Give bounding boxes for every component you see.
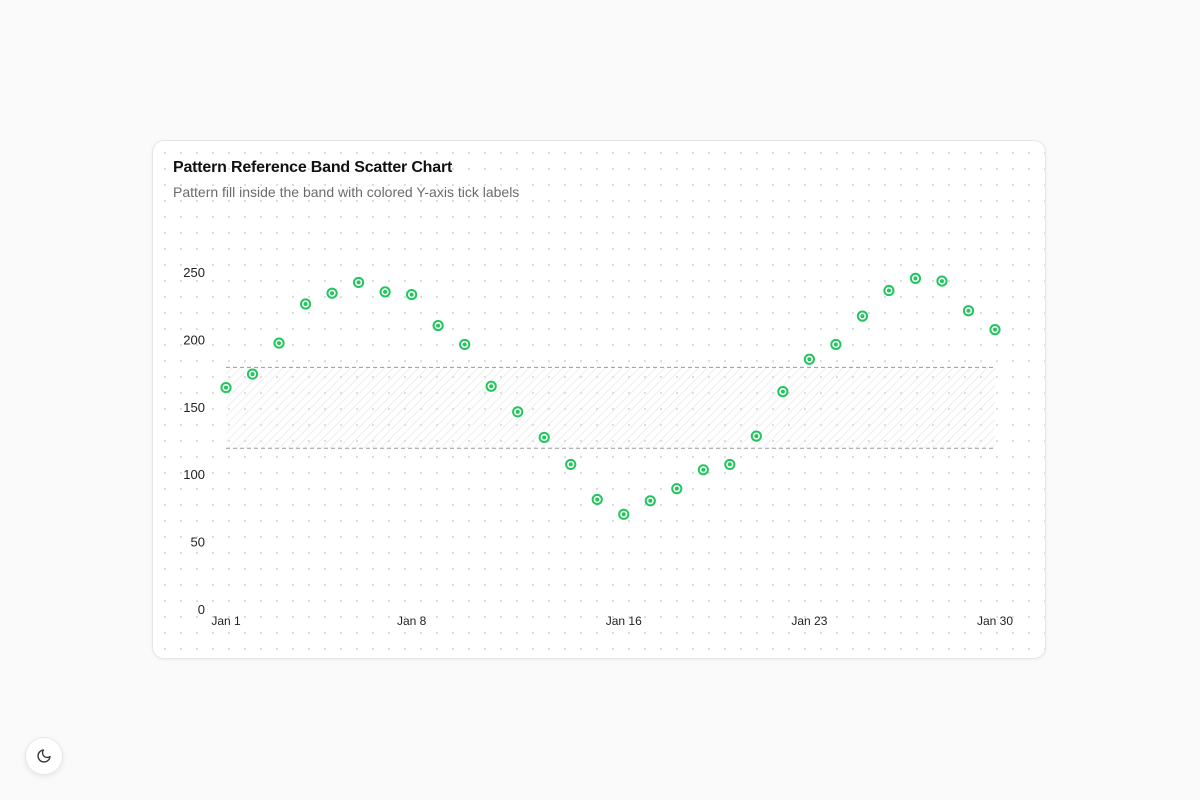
scatter-point[interactable] xyxy=(644,495,656,507)
scatter-point[interactable] xyxy=(989,324,1001,336)
scatter-point[interactable] xyxy=(299,298,312,310)
scatter-point[interactable] xyxy=(220,381,232,394)
scatter-point[interactable] xyxy=(273,337,285,349)
scatter-point[interactable] xyxy=(379,286,391,298)
y-tick-label: 0 xyxy=(198,602,205,617)
y-tick-label: 250 xyxy=(183,265,205,280)
scatter-point[interactable] xyxy=(485,380,497,392)
theme-toggle-button[interactable] xyxy=(25,737,63,775)
scatter-point[interactable] xyxy=(962,305,975,317)
scatter-point[interactable] xyxy=(856,310,869,322)
x-tick-label: Jan 23 xyxy=(791,614,827,628)
scatter-point[interactable] xyxy=(883,284,895,297)
y-tick-label: 100 xyxy=(183,467,205,482)
scatter-point[interactable] xyxy=(830,338,842,351)
scatter-point[interactable] xyxy=(803,353,815,365)
scatter-point[interactable] xyxy=(565,458,577,471)
x-tick-label: Jan 1 xyxy=(211,614,241,628)
scatter-point[interactable] xyxy=(777,386,789,398)
scatter-point[interactable] xyxy=(618,508,630,520)
scatter-point[interactable] xyxy=(352,276,365,289)
scatter-point[interactable] xyxy=(750,430,762,442)
scatter-point[interactable] xyxy=(671,483,683,495)
moon-icon xyxy=(37,749,51,763)
chart-subtitle: Pattern fill inside the band with colore… xyxy=(173,184,520,200)
scatter-point[interactable] xyxy=(459,338,471,351)
scatter-point[interactable] xyxy=(591,493,603,506)
y-tick-label: 200 xyxy=(183,332,205,347)
scatter-point[interactable] xyxy=(512,406,524,418)
y-tick-label: 150 xyxy=(183,400,205,415)
x-tick-label: Jan 8 xyxy=(397,614,427,628)
scatter-point[interactable] xyxy=(936,275,948,287)
chart-title: Pattern Reference Band Scatter Chart xyxy=(173,159,453,176)
scatter-point[interactable] xyxy=(326,287,338,299)
scatter-point[interactable] xyxy=(724,458,736,471)
chart-card: Pattern Reference Band Scatter Chart Pat… xyxy=(152,140,1046,659)
scatter-chart: 0 50 100 150 200 250 Jan 1 Jan 8 Jan 16 Jan 23 Ja… xyxy=(183,265,1013,628)
scatter-point[interactable] xyxy=(538,431,550,444)
reference-band-fill xyxy=(226,367,995,449)
scatter-point[interactable] xyxy=(406,288,418,301)
scatter-point[interactable] xyxy=(697,464,709,476)
x-tick-label: Jan 16 xyxy=(606,614,642,628)
x-tick-label: Jan 30 xyxy=(977,614,1013,628)
y-tick-label: 50 xyxy=(191,535,205,550)
scatter-point[interactable] xyxy=(432,319,444,332)
scatter-point[interactable] xyxy=(909,272,922,284)
scatter-point[interactable] xyxy=(246,368,259,380)
